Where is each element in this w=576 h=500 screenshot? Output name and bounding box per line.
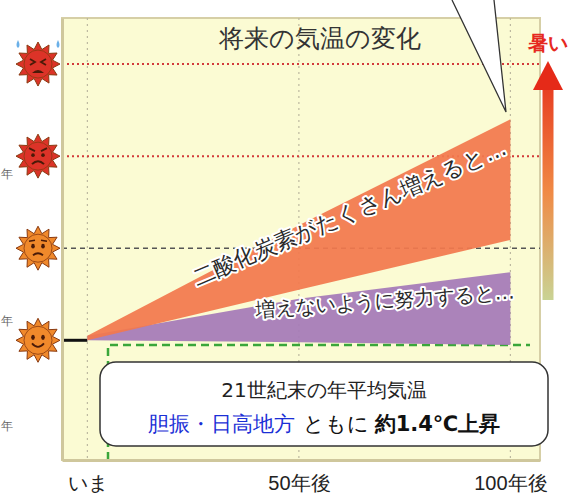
sun-eye [31,244,35,249]
sweat-drop [57,40,60,48]
chart: いま50年後100年後年年年将来の気温の変化暑い二酸化炭素がたくさん増えると…増… [0,0,576,500]
sun-brow [29,240,47,241]
sun-icon [16,318,60,362]
side-text: 年 [1,419,13,433]
sun-mouth [32,70,44,73]
direction-label: 暑い [527,31,568,55]
grid-line-x [87,18,88,460]
callout-region: 胆振・日高地方 [148,412,295,436]
band-label: 増えないように努力すると… [253,279,515,321]
sun-eye [30,59,46,65]
warming-arrow-shaft [543,86,554,300]
x-axis: いま 50年後 100年後 [63,460,548,494]
x-tick-label: 50年後 [268,472,330,494]
sun-mouth [32,343,44,347]
sun-eye [41,244,45,249]
sun-rays [16,134,60,178]
sun-mouth [33,253,43,255]
sun-rays [16,42,60,86]
sun-icon [16,226,60,270]
warming-arrow-head [533,61,563,90]
sun-eye [31,153,35,157]
x-tick: 50年後 [268,460,330,494]
side-text: 年 [1,167,13,181]
callout-line: 21世紀末の年平均気温 [221,378,426,402]
callout-box [100,362,548,446]
y-axis-line [61,19,64,461]
grid-line-y [62,339,87,342]
x-tick: 100年後 [474,460,547,494]
x-tick-label: いま [68,472,108,494]
sun-rays [16,318,60,362]
callout-change: 約1.4℃上昇 [374,412,501,436]
chart-title: 将来の気温の変化 [218,24,421,53]
band-label: 二酸化炭素がたくさん増えると… [189,135,510,290]
sun-face [24,234,52,262]
sun-icon [16,40,60,86]
sun-face [24,50,52,78]
sun-rays [16,226,60,270]
sun-brow [29,148,47,151]
grid-line-y [62,63,540,65]
sun-face [24,326,52,354]
sun-eye [41,335,45,340]
sun-eye [41,153,45,157]
side-text: 年 [1,314,13,328]
callout-pointer [452,0,506,112]
callout-line: 胆振・日高地方ともに約1.4℃上昇 [148,412,501,436]
x-tick: いま [68,460,108,494]
sun-mouth [32,161,44,164]
sun-face [24,142,52,170]
y-axis [62,19,64,461]
x-axis-line [63,459,541,462]
callout-text: ともに [303,412,369,436]
sun-eye [31,335,35,340]
x-tick-label: 100年後 [474,472,547,494]
sun-icon [16,134,60,178]
sweat-drop [17,40,20,48]
